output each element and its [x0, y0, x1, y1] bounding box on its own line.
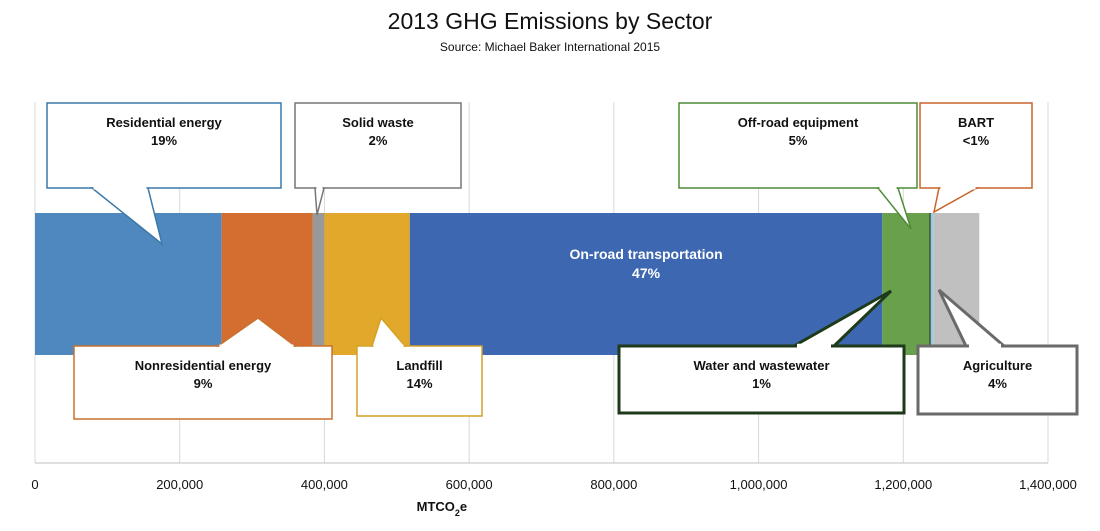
callout-nonresidential-energy-percent: 9%	[194, 376, 213, 391]
callout-bart-pointer	[932, 187, 980, 214]
callout-agriculture-percent: 4%	[988, 376, 1007, 391]
x-tick-label: 1,400,000	[1019, 477, 1077, 492]
x-tick-label: 1,200,000	[874, 477, 932, 492]
callout-off-road-equipment-percent: 5%	[789, 133, 808, 148]
callout-solid-waste-pointer	[314, 187, 325, 216]
bar-segment-bart	[930, 213, 934, 355]
bar-segment-residential-energy	[35, 213, 222, 355]
callout-solid-waste-name: Solid waste	[342, 115, 414, 130]
callout-agriculture-name: Agriculture	[963, 358, 1032, 373]
callout-residential-energy-box	[46, 102, 282, 189]
bar-segment-landfill	[324, 213, 410, 355]
x-tick-label: 200,000	[156, 477, 203, 492]
callout-water-and-wastewater-box	[617, 344, 906, 415]
callout-off-road-equipment-name: Off-road equipment	[738, 115, 859, 130]
chart-subtitle: Source: Michael Baker International 2015	[439, 40, 661, 54]
callout-bart-percent: <1%	[963, 133, 990, 148]
segment-label-name: On-road transportation	[569, 246, 722, 262]
callout-nonresidential-energy-box	[73, 345, 333, 420]
callout-landfill-percent: 14%	[406, 376, 432, 391]
bar-segment-solid-waste	[312, 213, 325, 355]
callout-residential-energy-percent: 19%	[151, 133, 177, 148]
chart-title: 2013 GHG Emissions by Sector	[387, 8, 713, 34]
callout-water-and-wastewater-percent: 1%	[752, 376, 771, 391]
x-tick-label: 1,000,000	[730, 477, 788, 492]
x-tick-label: 400,000	[301, 477, 348, 492]
callout-residential-energy-name: Residential energy	[106, 115, 222, 130]
x-tick-label: 600,000	[446, 477, 493, 492]
callout-solid-waste-percent: 2%	[369, 133, 388, 148]
x-axis-label: MTCO2e	[417, 499, 468, 518]
x-tick-label: 0	[31, 477, 38, 492]
callout-solid-waste-box	[294, 102, 462, 189]
bar-segment-off-road-equipment	[882, 213, 930, 355]
callout-bart-box	[919, 102, 1033, 189]
segment-label-percent: 47%	[632, 265, 661, 281]
callout-landfill-name: Landfill	[396, 358, 442, 373]
callout-agriculture-box	[916, 344, 1079, 416]
callout-water-and-wastewater-name: Water and wastewater	[693, 358, 829, 373]
callout-landfill-box	[356, 345, 483, 417]
callout-bart-name: BART	[958, 115, 994, 130]
bar-segment-water-and-wastewater	[929, 213, 931, 355]
x-tick-label: 800,000	[590, 477, 637, 492]
bar-segment-on-road-transportation	[409, 213, 883, 355]
callout-nonresidential-energy-name: Nonresidential energy	[135, 358, 272, 373]
callout-off-road-equipment-box	[678, 102, 918, 189]
